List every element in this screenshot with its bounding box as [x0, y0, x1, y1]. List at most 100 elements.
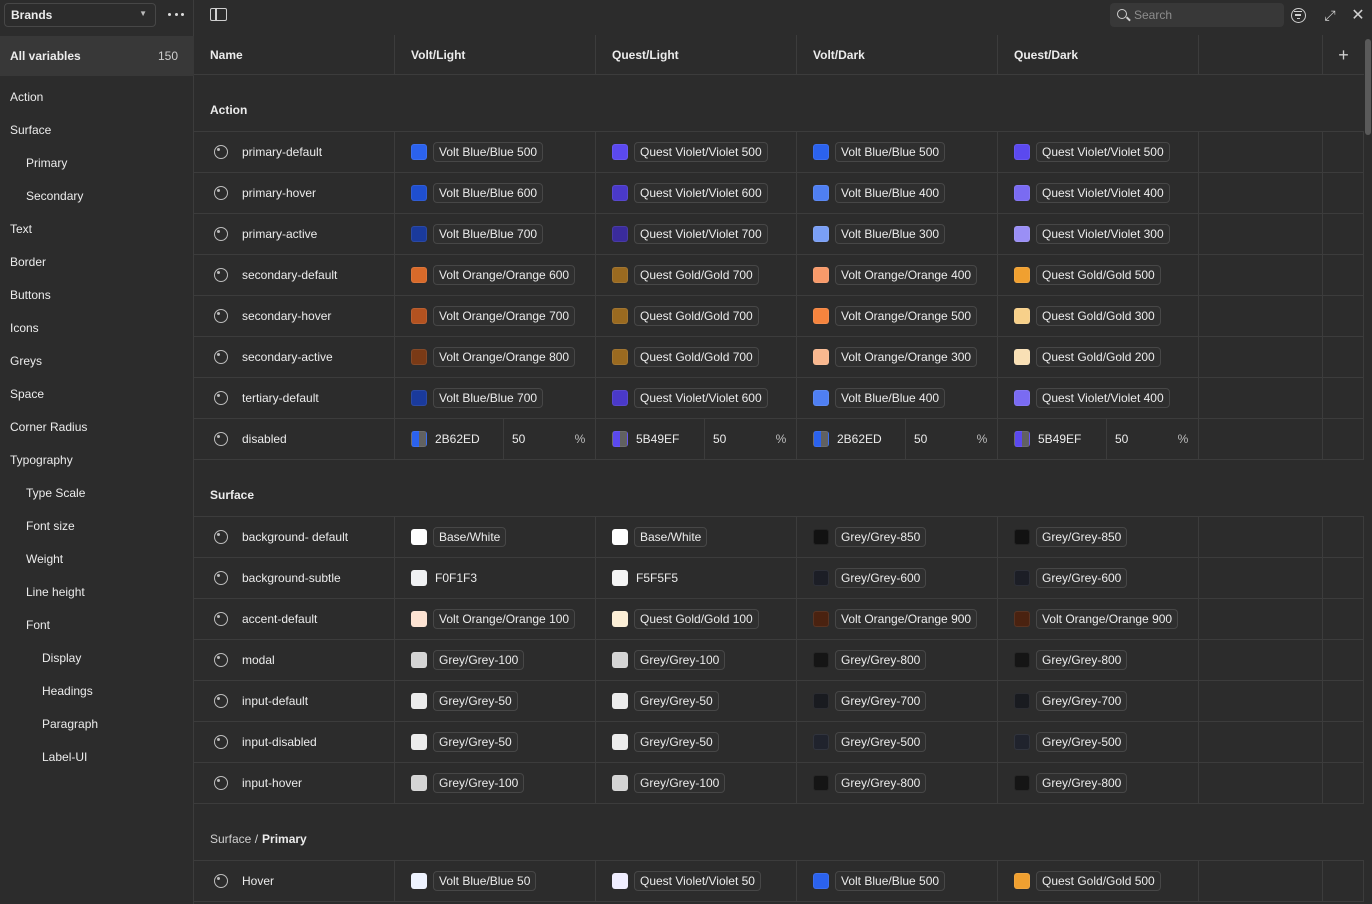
value-cell[interactable]: Quest Gold/Gold 100	[596, 599, 797, 639]
variable-name-cell[interactable]: secondary-default	[194, 255, 395, 295]
hex-value[interactable]: F5F5F5	[636, 571, 679, 585]
value-cell[interactable]: Grey/Grey-500	[797, 722, 998, 762]
color-swatch[interactable]	[612, 775, 628, 791]
color-swatch[interactable]	[411, 390, 427, 406]
alias-pill[interactable]: Quest Violet/Violet 500	[634, 142, 768, 162]
color-swatch[interactable]	[1014, 775, 1030, 791]
alias-pill[interactable]: Grey/Grey-850	[835, 527, 927, 547]
value-cell[interactable]: Quest Violet/Violet 600	[596, 173, 797, 213]
value-cell[interactable]: Base/White	[395, 517, 596, 557]
color-swatch[interactable]	[411, 873, 427, 889]
value-cell[interactable]: Quest Violet/Violet 500	[998, 132, 1199, 172]
alias-pill[interactable]: Quest Violet/Violet 400	[1036, 388, 1170, 408]
color-swatch[interactable]	[1014, 431, 1030, 447]
value-cell[interactable]: Quest Gold/Gold 200	[998, 337, 1199, 377]
scrollbar[interactable]	[1364, 35, 1372, 904]
color-swatch[interactable]	[1014, 349, 1030, 365]
column-header-mode[interactable]: Volt/Light	[395, 35, 596, 75]
color-swatch[interactable]	[813, 431, 829, 447]
alias-pill[interactable]: Quest Gold/Gold 700	[634, 265, 759, 285]
alias-pill[interactable]: Quest Violet/Violet 700	[634, 224, 768, 244]
value-cell[interactable]: Grey/Grey-50	[395, 681, 596, 721]
alias-pill[interactable]: Volt Blue/Blue 300	[835, 224, 946, 244]
value-cell[interactable]: Volt Blue/Blue 500	[395, 132, 596, 172]
filter-icon[interactable]	[1288, 5, 1308, 25]
table-row[interactable]: input-hover Grey/Grey-100 Grey/Grey-100 Gre…	[194, 763, 1364, 804]
color-swatch[interactable]	[411, 652, 427, 668]
color-swatch[interactable]	[411, 693, 427, 709]
table-row[interactable]: primary-hover Volt Blue/Blue 600 Quest Vio…	[194, 173, 1364, 214]
value-cell[interactable]: Volt Orange/Orange 600	[395, 255, 596, 295]
color-swatch[interactable]	[612, 349, 628, 365]
alias-pill[interactable]: Grey/Grey-100	[634, 773, 726, 793]
alias-pill[interactable]: Volt Blue/Blue 500	[835, 871, 946, 891]
hex-value[interactable]: F0F1F3	[435, 571, 478, 585]
value-cell[interactable]: Quest Gold/Gold 300	[998, 296, 1199, 336]
alias-pill[interactable]: Grey/Grey-50	[634, 732, 719, 752]
value-cell[interactable]: Grey/Grey-800	[998, 763, 1199, 803]
value-cell[interactable]: Grey/Grey-800	[797, 763, 998, 803]
color-swatch[interactable]	[813, 226, 829, 242]
variable-name-cell[interactable]: primary-active	[194, 214, 395, 254]
table-row[interactable]: secondary-hover Volt Orange/Orange 700 Que…	[194, 296, 1364, 337]
sidebar-group-item[interactable]: Text	[10, 221, 33, 236]
value-cell[interactable]: Base/White	[596, 517, 797, 557]
alias-pill[interactable]: Grey/Grey-100	[634, 650, 726, 670]
value-cell[interactable]: F5F5F5	[596, 558, 797, 598]
add-mode-button[interactable]: +	[1338, 44, 1349, 65]
variable-name-cell[interactable]: background-subtle	[194, 558, 395, 598]
value-cell[interactable]: Grey/Grey-50	[395, 722, 596, 762]
value-cell[interactable]: Quest Violet/Violet 50	[596, 861, 797, 901]
alias-pill[interactable]: Grey/Grey-600	[1036, 568, 1128, 588]
alias-pill[interactable]: Quest Gold/Gold 100	[634, 609, 759, 629]
value-cell[interactable]: Quest Violet/Violet 400	[998, 173, 1199, 213]
column-header-mode[interactable]: Volt/Dark	[797, 35, 998, 75]
opacity-value[interactable]: 50	[704, 419, 766, 459]
sidebar-group-item[interactable]: Space	[10, 386, 45, 401]
table-row[interactable]: modal Grey/Grey-100 Grey/Grey-100 Grey/Grey…	[194, 640, 1364, 681]
color-swatch[interactable]	[411, 431, 427, 447]
value-cell[interactable]: Volt Blue/Blue 50	[395, 861, 596, 901]
alias-pill[interactable]: Grey/Grey-100	[433, 773, 525, 793]
color-swatch[interactable]	[612, 308, 628, 324]
table-row[interactable]: tertiary-default Volt Blue/Blue 700 Quest …	[194, 378, 1364, 419]
value-cell[interactable]: Grey/Grey-100	[596, 763, 797, 803]
color-swatch[interactable]	[813, 652, 829, 668]
color-swatch[interactable]	[411, 308, 427, 324]
sidebar-group-item[interactable]: Line height	[26, 584, 85, 599]
color-swatch[interactable]	[1014, 226, 1030, 242]
sidebar-group-item[interactable]: Font	[26, 617, 51, 632]
color-swatch[interactable]	[813, 390, 829, 406]
color-swatch[interactable]	[813, 570, 829, 586]
color-swatch[interactable]	[813, 185, 829, 201]
opacity-value[interactable]: 50	[905, 419, 967, 459]
table-row[interactable]: input-default Grey/Grey-50 Grey/Grey-50 Gre…	[194, 681, 1364, 722]
color-swatch[interactable]	[612, 570, 628, 586]
alias-pill[interactable]: Volt Orange/Orange 900	[835, 609, 978, 629]
alias-pill[interactable]: Grey/Grey-700	[835, 691, 927, 711]
alias-pill[interactable]: Grey/Grey-800	[1036, 773, 1128, 793]
value-cell[interactable]: Grey/Grey-700	[797, 681, 998, 721]
color-swatch[interactable]	[411, 775, 427, 791]
collection-dropdown[interactable]: Brands ▼	[4, 3, 156, 27]
value-cell[interactable]: Volt Blue/Blue 700	[395, 214, 596, 254]
color-swatch[interactable]	[1014, 611, 1030, 627]
sidebar-group-item[interactable]: Type Scale	[26, 485, 86, 500]
alias-pill[interactable]: Quest Gold/Gold 700	[634, 306, 759, 326]
color-swatch[interactable]	[612, 390, 628, 406]
sidebar-group-item[interactable]: Action	[10, 89, 44, 104]
alias-pill[interactable]: Volt Orange/Orange 400	[835, 265, 978, 285]
value-cell[interactable]: Volt Blue/Blue 600	[395, 173, 596, 213]
color-swatch[interactable]	[813, 144, 829, 160]
opacity-field[interactable]: 50%	[905, 419, 997, 459]
color-swatch[interactable]	[1014, 734, 1030, 750]
alias-pill[interactable]: Grey/Grey-800	[1036, 650, 1128, 670]
sidebar-group-item[interactable]: Icons	[10, 320, 39, 335]
alias-pill[interactable]: Quest Violet/Violet 300	[1036, 224, 1170, 244]
color-swatch[interactable]	[1014, 267, 1030, 283]
hex-value[interactable]: 5B49EF	[636, 432, 680, 446]
color-swatch[interactable]	[1014, 529, 1030, 545]
table-row[interactable]: disabled 2B62ED 50% 5B49EF 50% 2B62ED 50% 5B49E…	[194, 419, 1364, 460]
color-swatch[interactable]	[411, 570, 427, 586]
alias-pill[interactable]: Quest Violet/Violet 500	[1036, 142, 1170, 162]
